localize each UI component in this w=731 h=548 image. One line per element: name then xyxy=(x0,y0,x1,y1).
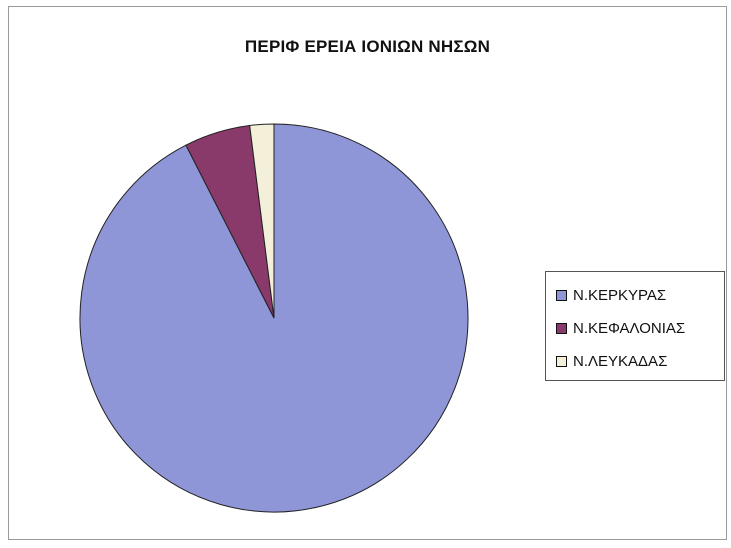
legend-swatch xyxy=(556,356,567,367)
legend-label: Ν.ΛΕΥΚΑΔΑΣ xyxy=(573,353,668,370)
legend-item: Ν.ΛΕΥΚΑΔΑΣ xyxy=(556,345,724,378)
legend-swatch xyxy=(556,323,567,334)
legend-item: Ν.ΚΕΦΑΛΟΝΙΑΣ xyxy=(556,312,724,345)
legend-swatch xyxy=(556,290,567,301)
legend-item: Ν.ΚΕΡΚΥΡΑΣ xyxy=(556,279,724,312)
chart-frame: ΠΕΡΙΦ ΕΡΕΙΑ ΙΟΝΙΩΝ ΝΗΣΩΝ Ν.ΚΕΡΚΥΡΑΣ Ν.ΚΕΦ… xyxy=(8,6,727,540)
pie-chart xyxy=(79,123,469,513)
legend: Ν.ΚΕΡΚΥΡΑΣ Ν.ΚΕΦΑΛΟΝΙΑΣ Ν.ΛΕΥΚΑΔΑΣ xyxy=(545,271,725,381)
legend-label: Ν.ΚΕΡΚΥΡΑΣ xyxy=(573,287,667,304)
chart-title: ΠΕΡΙΦ ΕΡΕΙΑ ΙΟΝΙΩΝ ΝΗΣΩΝ xyxy=(244,37,491,56)
legend-label: Ν.ΚΕΦΑΛΟΝΙΑΣ xyxy=(573,320,686,337)
pie-slice-3 xyxy=(249,123,275,319)
